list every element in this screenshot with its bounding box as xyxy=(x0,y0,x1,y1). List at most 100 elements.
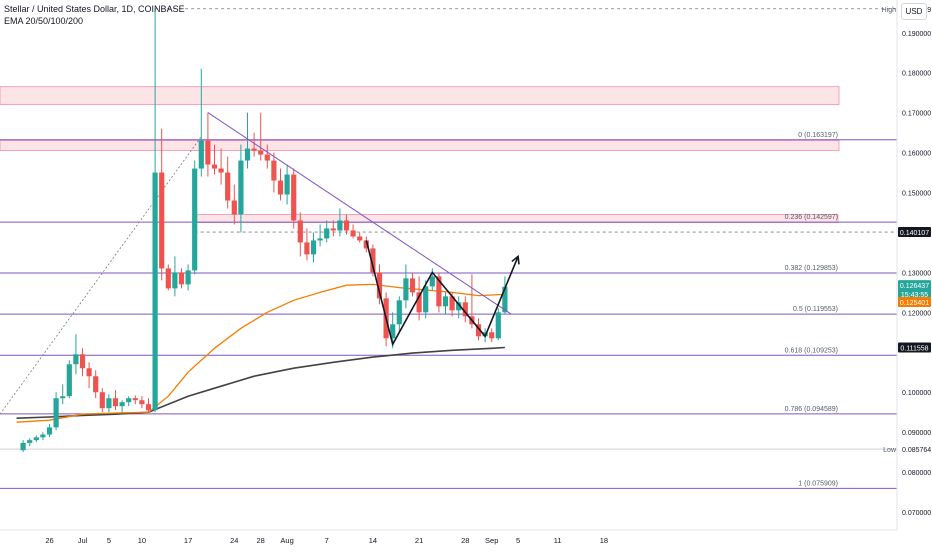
time-tick-label: 17 xyxy=(184,536,192,545)
candle-body xyxy=(46,427,53,435)
candle-body xyxy=(304,242,310,255)
candle-body xyxy=(423,286,429,313)
candle-body xyxy=(40,434,46,438)
price-axis-tag-text: 15:43:55 xyxy=(901,292,928,299)
price-tick-label: 0.150000 xyxy=(902,191,931,198)
candle-body xyxy=(86,368,92,377)
resistance-zone xyxy=(0,140,840,151)
currency-button[interactable]: USD xyxy=(901,3,927,20)
candle-body xyxy=(416,292,422,313)
symbol-title: Stellar / United States Dollar, 1D, COIN… xyxy=(4,4,185,14)
price-axis-tag xyxy=(898,288,931,299)
candle-body xyxy=(462,302,468,317)
candle-body xyxy=(291,174,297,221)
candle-body xyxy=(251,148,257,151)
time-tick-label: 5 xyxy=(107,536,111,545)
resistance-zone xyxy=(0,86,840,106)
candle-body xyxy=(139,400,145,405)
time-tick-label: 28 xyxy=(257,536,265,545)
fib-level-label: 0.618 (0.109253) xyxy=(785,347,838,354)
candle-body xyxy=(436,276,442,307)
candle-body xyxy=(20,442,26,451)
low-value-label: 0.085764 xyxy=(902,447,931,454)
candle-body xyxy=(185,270,191,285)
candle-body xyxy=(495,312,501,339)
candle-body xyxy=(178,272,185,285)
time-tick-label: Jul xyxy=(78,536,88,545)
candle-body xyxy=(218,168,224,173)
price-axis-tag-text: 0.126437 xyxy=(900,283,929,290)
candle-body xyxy=(192,168,198,271)
fib-level-label: 0.786 (0.094589) xyxy=(785,406,838,413)
candle-body xyxy=(172,272,178,289)
candle-body xyxy=(132,398,138,401)
time-tick-label: Aug xyxy=(280,536,293,545)
candle-body xyxy=(99,392,105,409)
descending-trendline xyxy=(207,112,512,315)
candle-body xyxy=(403,278,409,301)
candle-body xyxy=(271,160,277,181)
candle-body xyxy=(442,296,449,307)
candle-body xyxy=(53,398,59,428)
price-tick-label: 0.090000 xyxy=(902,430,931,437)
price-tick-label: 0.160000 xyxy=(902,151,931,158)
candle-body xyxy=(330,228,336,231)
candle-body xyxy=(205,140,211,165)
price-axis-tag-text: 0.125401 xyxy=(900,300,929,307)
low-label: Low xyxy=(883,447,897,454)
price-tick-label: 0.100000 xyxy=(902,390,931,397)
candle-body xyxy=(489,332,495,339)
candle-body xyxy=(145,404,152,411)
candle-body xyxy=(317,238,323,241)
candle-body xyxy=(456,302,462,311)
price-axis-tag xyxy=(898,296,931,307)
candle-body xyxy=(211,164,218,169)
time-tick-label: 5 xyxy=(516,536,520,545)
candle-body xyxy=(231,200,237,215)
candle-body xyxy=(264,154,270,161)
time-tick-label: 26 xyxy=(45,536,53,545)
candle-body xyxy=(310,240,317,255)
ema-indicator-label[interactable]: EMA 20/50/100/200 xyxy=(4,16,84,26)
candle-body xyxy=(258,150,264,155)
rally-dotted-line xyxy=(0,136,202,415)
candle-body xyxy=(73,354,79,365)
candle-body xyxy=(244,148,251,161)
time-tick-label: Sep xyxy=(485,536,498,545)
fib-level-label: 0 (0.163197) xyxy=(798,132,838,139)
candle-body xyxy=(376,272,383,299)
candle-body xyxy=(152,172,158,411)
time-tick-label: 14 xyxy=(369,536,377,545)
candle-body xyxy=(343,220,350,231)
price-tick-label: 0.130000 xyxy=(902,270,931,277)
candle-body xyxy=(277,180,284,195)
price-tick-label: 0.070000 xyxy=(902,510,931,517)
price-axis-tag xyxy=(898,227,931,238)
price-tick-label: 0.190000 xyxy=(902,31,931,38)
candle-body xyxy=(126,398,132,403)
price-axis-tag-text: 0.140107 xyxy=(900,230,929,237)
candle-body xyxy=(284,174,290,195)
candle-body xyxy=(396,300,402,325)
time-tick-label: 28 xyxy=(461,536,469,545)
price-tick-label: 0.180000 xyxy=(902,71,931,78)
candle-body xyxy=(370,248,376,273)
time-tick-label: 11 xyxy=(554,536,562,545)
candle-body xyxy=(502,286,508,313)
candle-body xyxy=(33,437,39,441)
price-axis-tag xyxy=(898,280,931,291)
candle-body xyxy=(93,376,99,393)
candle-body xyxy=(337,220,343,231)
price-axis-tag xyxy=(898,342,931,353)
time-tick-label: 10 xyxy=(138,536,146,545)
time-tick-label: 7 xyxy=(325,536,329,545)
ema-50-line xyxy=(16,283,505,423)
candle-body xyxy=(159,172,165,269)
candle-body xyxy=(357,236,363,241)
candle-body xyxy=(27,440,33,443)
candle-body xyxy=(475,324,482,337)
candle-body xyxy=(165,268,171,289)
candle-body xyxy=(324,228,330,239)
